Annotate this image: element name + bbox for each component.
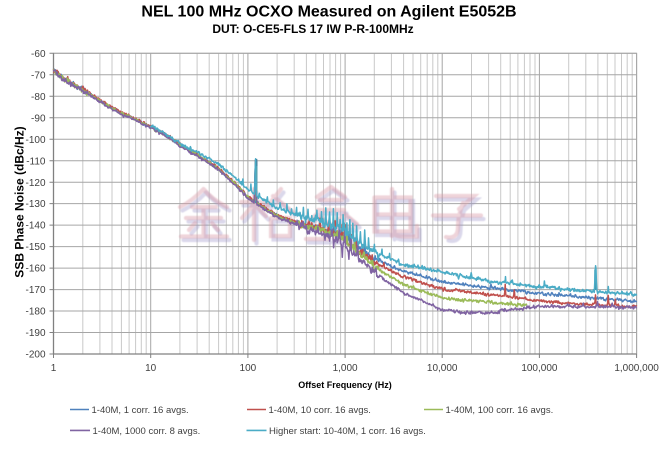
svg-text:Higher start: 10-40M, 1 corr.: Higher start: 10-40M, 1 corr. 16 avgs.: [269, 426, 426, 437]
svg-text:-140: -140: [25, 221, 45, 232]
svg-text:-100: -100: [25, 135, 45, 146]
svg-text:-60: -60: [31, 49, 46, 60]
svg-text:SSB Phase Noise (dBc/Hz): SSB Phase Noise (dBc/Hz): [13, 126, 27, 277]
svg-text:10,000: 10,000: [427, 363, 458, 374]
svg-text:-80: -80: [31, 92, 46, 103]
svg-text:-170: -170: [25, 285, 45, 296]
svg-text:DUT: O-CE5-FLS 17 IW P-R-100MH: DUT: O-CE5-FLS 17 IW P-R-100MHz: [212, 22, 413, 36]
svg-text:-150: -150: [25, 242, 45, 253]
svg-text:-160: -160: [25, 264, 45, 275]
svg-text:-110: -110: [26, 156, 46, 167]
svg-text:-120: -120: [25, 178, 45, 189]
svg-text:-200: -200: [25, 350, 45, 361]
svg-text:100,000: 100,000: [521, 363, 558, 374]
svg-text:1-40M, 10 corr. 16 avgs.: 1-40M, 10 corr. 16 avgs.: [269, 405, 371, 416]
svg-text:1: 1: [51, 363, 57, 374]
svg-text:1-40M, 1000 corr. 8 avgs.: 1-40M, 1000 corr. 8 avgs.: [93, 426, 201, 437]
svg-text:1-40M, 1 corr. 16 avgs.: 1-40M, 1 corr. 16 avgs.: [92, 405, 189, 416]
svg-text:Offset Frequency (Hz): Offset Frequency (Hz): [298, 380, 392, 390]
svg-text:-130: -130: [25, 199, 45, 210]
svg-text:-90: -90: [31, 113, 46, 124]
svg-text:100: 100: [240, 363, 257, 374]
svg-text:1,000: 1,000: [333, 363, 358, 374]
svg-text:10: 10: [145, 363, 157, 374]
svg-text:-180: -180: [25, 307, 45, 318]
svg-text:-190: -190: [25, 328, 45, 339]
svg-text:1,000,000: 1,000,000: [614, 363, 659, 374]
svg-text:1-40M, 100 corr. 16 avgs.: 1-40M, 100 corr. 16 avgs.: [446, 405, 554, 416]
svg-text:NEL 100 MHz OCXO Measured on A: NEL 100 MHz OCXO Measured on Agilent E50…: [141, 4, 516, 21]
svg-text:-70: -70: [31, 70, 46, 81]
